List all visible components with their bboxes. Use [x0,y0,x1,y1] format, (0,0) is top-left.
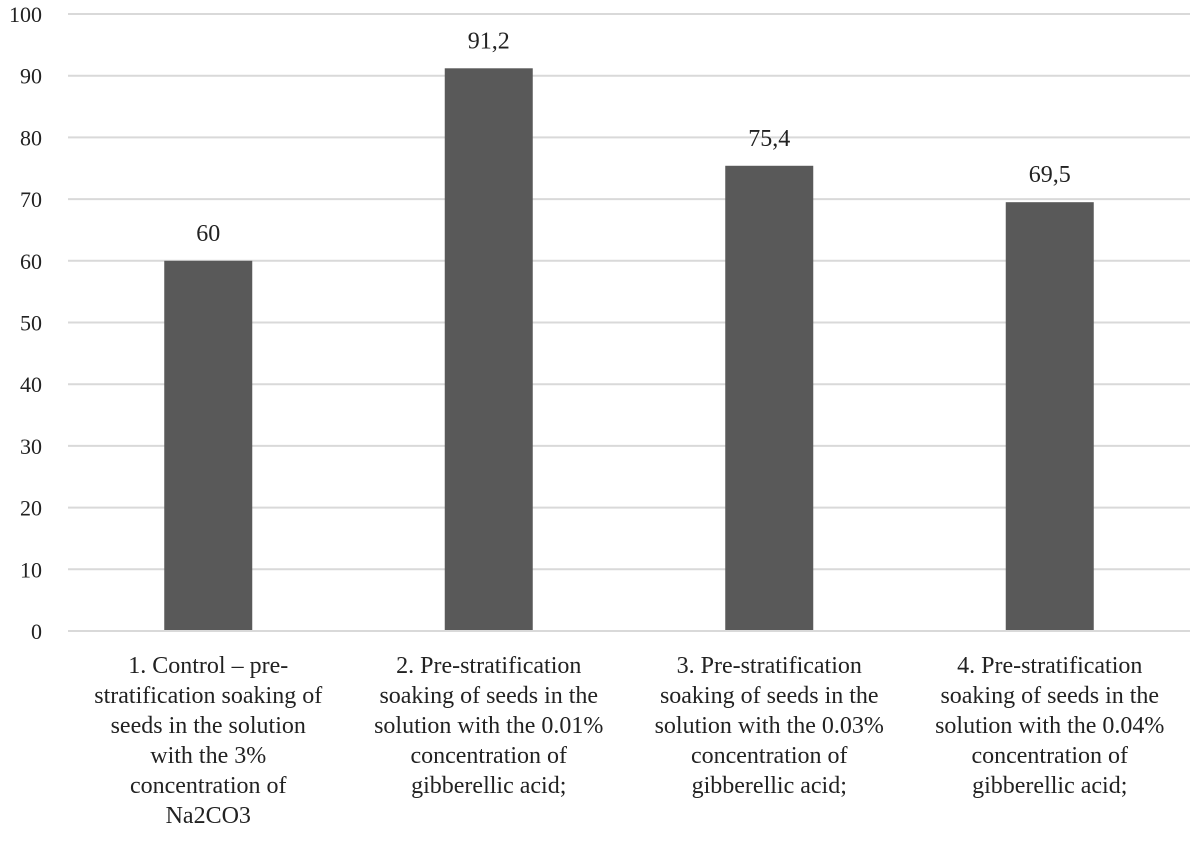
y-tick-label: 80 [20,125,42,150]
y-tick-label: 90 [20,64,42,89]
y-tick-label: 0 [31,619,42,644]
category-label-line: solution with the 0.04% [935,713,1164,739]
category-label-4: 4. Pre-stratification soaking of seeds in… [935,653,1164,799]
category-label-2: 2. Pre-stratification soaking of seeds in… [374,653,603,799]
category-label-line: stratification soaking of [94,683,322,709]
category-label-line: with the 3% [150,743,266,769]
data-label-1: 60 [196,221,220,247]
category-label-line: 3. Pre-stratification [677,653,862,679]
category-label-line: seeds in the solution [111,713,306,739]
data-label-3: 75,4 [748,126,790,152]
bar-3 [725,165,814,632]
category-label-line: 4. Pre-stratification [957,653,1142,679]
category-label-line: concentration of [410,743,567,769]
y-tick-label: 50 [20,311,42,336]
category-label-line: concentration of [130,773,287,799]
category-label-line: solution with the 0.03% [655,713,884,739]
bar-2 [444,68,533,631]
category-label-line: solution with the 0.01% [374,713,603,739]
data-label-4: 69,5 [1029,162,1071,188]
y-tick-label: 100 [9,2,42,27]
category-label-line: soaking of seeds in the [379,683,598,709]
y-tick-label: 40 [20,372,42,397]
category-label-line: 2. Pre-stratification [396,653,581,679]
x-axis-category-labels: 1. Control – pre-stratification soaking … [94,653,1164,829]
category-label-line: gibberellic acid; [972,773,1127,799]
bars [164,68,1094,632]
category-label-3: 3. Pre-stratification soaking of seeds in… [655,653,884,799]
category-label-line: concentration of [691,743,848,769]
y-tick-label: 10 [20,557,42,582]
category-label-line: Na2CO3 [166,803,251,829]
category-label-line: gibberellic acid; [411,773,566,799]
category-label-line: gibberellic acid; [692,773,847,799]
category-label-line: 1. Control – pre- [128,653,288,679]
data-labels: 60 91,2 75,4 69,5 [196,28,1071,247]
category-label-1: 1. Control – pre-stratification soaking … [94,653,322,829]
category-label-line: soaking of seeds in the [940,683,1159,709]
category-label-line: soaking of seeds in the [660,683,879,709]
bar-4 [1005,202,1094,631]
gridlines [68,13,1190,571]
y-axis-tick-labels: 0 10 20 30 40 50 60 70 80 90 100 [9,2,42,644]
y-tick-label: 60 [20,249,42,274]
y-tick-label: 20 [20,496,42,521]
category-label-line: concentration of [971,743,1128,769]
y-tick-label: 70 [20,187,42,212]
y-tick-label: 30 [20,434,42,459]
data-label-2: 91,2 [468,28,510,54]
bar-1 [164,260,253,631]
